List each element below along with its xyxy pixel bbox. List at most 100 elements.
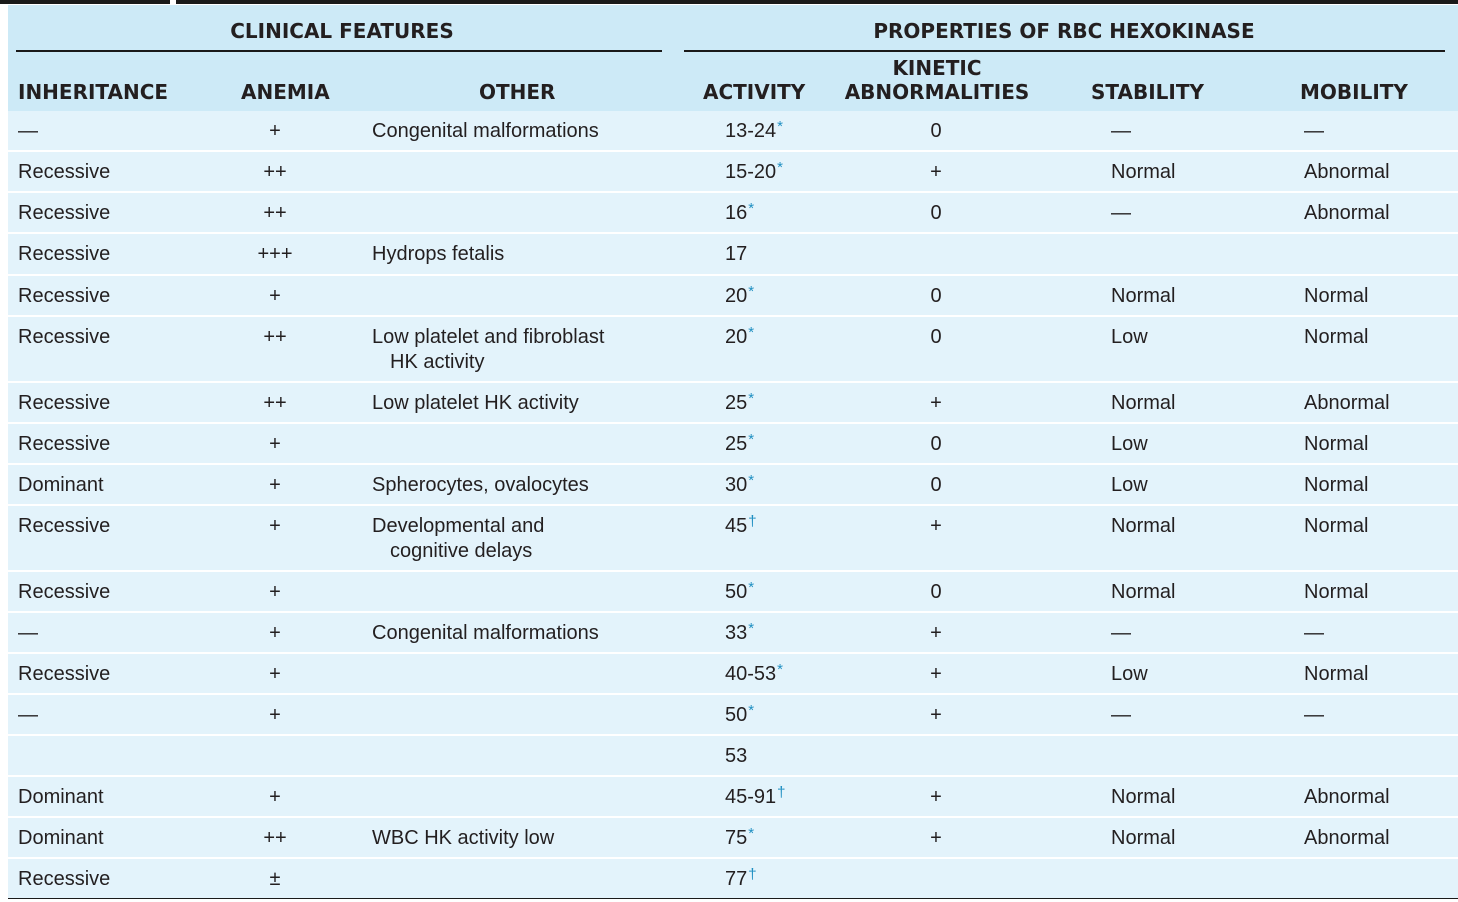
cell-activity: 30* bbox=[725, 472, 755, 499]
table-row: Recessive + Developmental and cognitive del… bbox=[8, 506, 1458, 572]
table-row: Dominant + Spherocytes, ovalocytes 30* 0 Low N… bbox=[8, 465, 1458, 506]
column-header-kinetic-line2: ABNORMALITIES bbox=[844, 80, 1030, 104]
cell-other-line: Congenital malformations bbox=[372, 622, 599, 644]
column-header-other: OTHER bbox=[479, 80, 556, 104]
cell-inheritance: — bbox=[18, 704, 38, 726]
cell-activity: 15-20* bbox=[725, 159, 783, 186]
cell-other: WBC HK activity low bbox=[372, 826, 554, 851]
cell-kinetic-abnormalities: + bbox=[930, 704, 942, 726]
footnote-mark: * bbox=[748, 324, 755, 341]
cell-anemia: ++ bbox=[263, 392, 287, 414]
cell-kinetic-abnormalities: + bbox=[930, 515, 942, 537]
top-rule-left bbox=[0, 0, 170, 4]
table-row: Dominant ++ WBC HK activity low 75* + Normal A… bbox=[8, 818, 1458, 859]
cell-other: Hydrops fetalis bbox=[372, 242, 504, 267]
footnote-mark: * bbox=[748, 472, 755, 489]
table-row: Recessive +++ Hydrops fetalis 17 bbox=[8, 234, 1458, 276]
cell-mobility: Normal bbox=[1304, 581, 1369, 603]
activity-value: 30 bbox=[725, 474, 748, 496]
cell-other: Congenital malformations bbox=[372, 119, 599, 144]
cell-mobility: Abnormal bbox=[1304, 827, 1390, 849]
table-row: Dominant +45-91† + Normal Abnormal bbox=[8, 777, 1458, 818]
cell-inheritance: Recessive bbox=[18, 663, 111, 685]
cell-inheritance: Recessive bbox=[18, 285, 111, 307]
activity-value: 33 bbox=[725, 622, 748, 644]
cell-anemia: + bbox=[269, 474, 281, 496]
activity-value: 20 bbox=[725, 326, 748, 348]
table-row: Recessive ++ 15-20* + Normal Abnormal bbox=[8, 152, 1458, 193]
cell-inheritance: Recessive bbox=[18, 581, 111, 603]
cell-inheritance: Recessive bbox=[18, 161, 111, 183]
cell-mobility: Normal bbox=[1304, 663, 1369, 685]
cell-mobility: Normal bbox=[1304, 433, 1369, 455]
cell-kinetic-abnormalities: 0 bbox=[930, 326, 942, 348]
cell-inheritance: Recessive bbox=[18, 202, 111, 224]
table-row: — + Congenital malformations 13-24* 0 — — bbox=[8, 111, 1458, 152]
cell-stability: — bbox=[1111, 622, 1131, 644]
cell-stability: Low bbox=[1111, 433, 1148, 455]
cell-activity: 16* bbox=[725, 200, 755, 227]
cell-activity: 40-53* bbox=[725, 661, 783, 688]
cell-anemia: ++ bbox=[263, 202, 287, 224]
cell-anemia: + bbox=[269, 120, 281, 142]
cell-stability: Normal bbox=[1111, 827, 1176, 849]
cell-other-line: WBC HK activity low bbox=[372, 827, 555, 849]
cell-mobility: — bbox=[1304, 622, 1324, 644]
cell-activity: 50* bbox=[725, 579, 754, 606]
footnote-mark: * bbox=[748, 620, 755, 637]
cell-kinetic-abnormalities: 0 bbox=[930, 474, 942, 496]
column-header-activity: ACTIVITY bbox=[703, 80, 806, 104]
cell-activity: 45† bbox=[725, 513, 757, 540]
cell-stability: Normal bbox=[1111, 515, 1176, 537]
activity-value: 50 bbox=[725, 704, 748, 726]
cell-inheritance: — bbox=[18, 622, 38, 644]
cell-other-line: Low platelet HK activity bbox=[372, 392, 579, 414]
cell-activity: 50* bbox=[725, 702, 754, 729]
cell-inheritance: Recessive bbox=[18, 433, 111, 455]
cell-stability: Low bbox=[1111, 663, 1148, 685]
table-row: Recessive ±77† bbox=[8, 859, 1458, 899]
cell-mobility: Normal bbox=[1304, 474, 1369, 496]
cell-other-line: Hydrops fetalis bbox=[372, 243, 505, 265]
cell-inheritance: Dominant bbox=[18, 474, 104, 496]
table-row: — +50* + — — bbox=[8, 695, 1458, 736]
cell-inheritance: Recessive bbox=[18, 243, 111, 265]
cell-kinetic-abnormalities: 0 bbox=[930, 120, 942, 142]
footnote-mark: * bbox=[777, 159, 783, 176]
activity-value: 45-91 bbox=[725, 786, 777, 808]
cell-other: Developmental and cognitive delays bbox=[372, 514, 544, 564]
cell-anemia: + bbox=[269, 581, 281, 603]
cell-inheritance: Dominant bbox=[18, 786, 104, 808]
activity-value: 15-20 bbox=[725, 161, 777, 183]
activity-value: 20 bbox=[725, 285, 748, 307]
cell-kinetic-abnormalities: + bbox=[930, 786, 942, 808]
footnote-mark: * bbox=[748, 431, 755, 448]
cell-stability: Low bbox=[1111, 326, 1148, 348]
column-header-stability: STABILITY bbox=[1091, 80, 1204, 104]
group-rule-clinical bbox=[16, 50, 662, 52]
cell-other-line: HK activity bbox=[390, 351, 485, 373]
cell-kinetic-abnormalities: + bbox=[930, 827, 942, 849]
cell-inheritance: Dominant bbox=[18, 827, 104, 849]
cell-activity: 20* bbox=[725, 283, 754, 310]
cell-kinetic-abnormalities: 0 bbox=[930, 581, 942, 603]
cell-activity: 45-91† bbox=[725, 784, 786, 811]
table-row: 53 bbox=[8, 736, 1458, 777]
activity-value: 50 bbox=[725, 581, 748, 603]
cell-other-line: Developmental and bbox=[372, 515, 545, 537]
cell-mobility: Abnormal bbox=[1304, 392, 1390, 414]
cell-inheritance: Recessive bbox=[18, 515, 111, 537]
cell-stability: Normal bbox=[1111, 392, 1176, 414]
cell-kinetic-abnormalities: 0 bbox=[930, 433, 942, 455]
table-header: CLINICAL FEATURES PROPERTIES OF RBC HEXO… bbox=[8, 5, 1458, 111]
cell-activity: 75* bbox=[725, 825, 754, 852]
cell-anemia: + bbox=[269, 515, 281, 537]
cell-inheritance: Recessive bbox=[18, 392, 111, 414]
cell-stability: Normal bbox=[1111, 581, 1176, 603]
activity-value: 25 bbox=[725, 392, 748, 414]
cell-anemia: + bbox=[269, 704, 281, 726]
cell-kinetic-abnormalities: + bbox=[930, 161, 942, 183]
footnote-mark: * bbox=[748, 200, 755, 217]
cell-other-line: Congenital malformations bbox=[372, 120, 599, 142]
table-row: Recessive ++ 16* 0 — Abnormal bbox=[8, 193, 1458, 234]
